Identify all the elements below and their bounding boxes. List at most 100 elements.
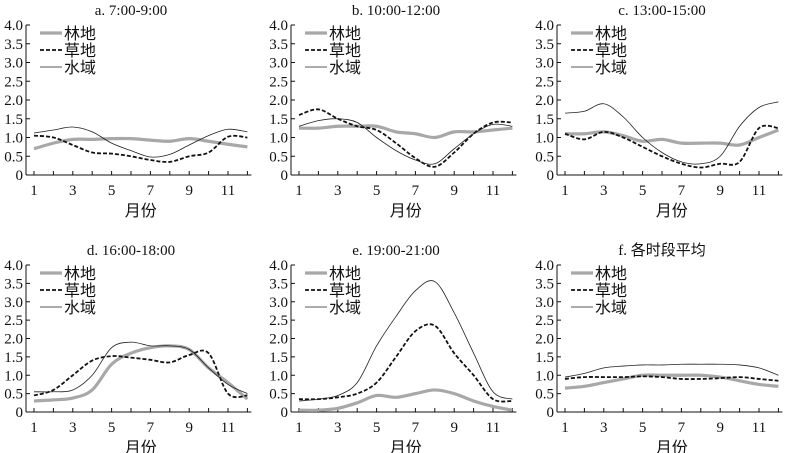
y-tick-label: 3.5 — [4, 276, 23, 292]
y-tick-label: 4.0 — [4, 258, 23, 274]
y-tick-label: 1.5 — [4, 350, 23, 366]
panel-title: a. 7:00-9:00 — [95, 3, 168, 19]
panel-c: c. 13:00-15:00 0 0.5 1.0 1.5 2.0 2.5 3.0 3.5 4.0 1… — [535, 3, 783, 220]
x-tick-label: 3 — [334, 183, 342, 199]
y-tick-label: 4.0 — [269, 18, 288, 34]
y-tick-label: 1.0 — [535, 131, 554, 147]
y-tick-label: 4.0 — [535, 18, 554, 34]
x-tick-label: 1 — [561, 183, 569, 199]
y-tick-label: 3.0 — [535, 56, 554, 72]
y-tick-label: 1.5 — [4, 112, 23, 128]
y-tick-label: 0.5 — [269, 149, 288, 165]
series-line-林地 — [564, 128, 779, 147]
y-tick-label: 1.5 — [535, 350, 554, 366]
series-line-草地 — [298, 108, 513, 168]
x-tick-label: 7 — [678, 183, 686, 199]
series-line-水域 — [33, 341, 248, 394]
x-tick-label: 5 — [108, 420, 116, 436]
legend-label: 水域 — [595, 298, 627, 317]
legend-label: 林地 — [595, 264, 627, 283]
x-tick-label: 11 — [486, 183, 500, 199]
y-tick-label: 2.0 — [4, 93, 23, 109]
x-tick-label: 5 — [108, 183, 116, 199]
series-line-草地 — [33, 134, 248, 163]
panel-title: d. 16:00-18:00 — [87, 243, 175, 259]
y-tick-label: 0 — [16, 168, 24, 184]
y-tick-label: 3.0 — [535, 295, 554, 311]
x-tick-label: 1 — [561, 420, 569, 436]
y-tick-label: 1.0 — [4, 368, 23, 384]
x-axis-label: 月份 — [390, 201, 422, 220]
panel-title: c. 13:00-15:00 — [618, 3, 706, 19]
x-tick-label: 3 — [600, 183, 608, 199]
y-tick-label: 4.0 — [535, 258, 554, 274]
y-tick-label: 0 — [281, 168, 289, 184]
x-tick-label: 5 — [373, 183, 381, 199]
y-tick-label: 0.5 — [535, 387, 554, 403]
series-line-林地 — [33, 136, 248, 151]
x-tick-label: 5 — [639, 183, 647, 199]
x-tick-label: 9 — [450, 420, 458, 436]
y-tick-label: 0.5 — [535, 149, 554, 165]
y-tick-label: 3.0 — [269, 295, 288, 311]
y-tick-label: 3.5 — [4, 37, 23, 53]
series-line-林地 — [33, 344, 249, 403]
y-tick-label: 3.5 — [269, 37, 288, 53]
x-tick-label: 5 — [639, 420, 647, 436]
x-tick-label: 9 — [716, 420, 724, 436]
legend-label: 草地 — [64, 41, 96, 60]
legend-label: 水域 — [329, 298, 361, 317]
y-tick-label: 0.5 — [269, 387, 288, 403]
x-tick-label: 9 — [450, 183, 458, 199]
x-tick-label: 11 — [752, 420, 766, 436]
y-tick-label: 2.5 — [535, 313, 554, 329]
series-line-水域 — [564, 363, 779, 378]
y-tick-label: 1.0 — [4, 131, 23, 147]
series-line-水域 — [564, 101, 779, 165]
y-tick-label: 3.5 — [535, 276, 554, 292]
y-tick-label: 2.5 — [269, 313, 288, 329]
x-axis-label: 月份 — [656, 438, 688, 453]
series-line-水域 — [33, 126, 248, 158]
legend-label: 草地 — [595, 281, 627, 300]
panel-e: e. 19:00-21:00 0 0.5 1.0 1.5 2.0 2.5 3.0 3.5 4.0 1… — [269, 243, 517, 453]
panel-a: a. 7:00-9:00 0 0.5 1.0 1.5 2.0 2.5 3.0 3.5 4.0 1 3 5… — [4, 3, 252, 220]
y-tick-label: 2.0 — [269, 332, 288, 348]
x-tick-label: 5 — [373, 420, 381, 436]
panel-f: f. 各时段平均 0 0.5 1.0 1.5 2.0 2.5 3.0 3.5 4.0 1 3 5 7 9 11… — [535, 242, 783, 453]
y-tick-label: 3.0 — [269, 56, 288, 72]
y-tick-label: 0.5 — [4, 149, 23, 165]
panel-d: d. 16:00-18:00 0 0.5 1.0 1.5 2.0 2.5 3.0 3.5 4.0 1… — [4, 243, 252, 453]
y-tick-label: 1.5 — [535, 112, 554, 128]
x-tick-label: 7 — [678, 420, 686, 436]
x-axis-label: 月份 — [125, 438, 157, 453]
y-tick-label: 4.0 — [269, 258, 288, 274]
legend-label: 水域 — [595, 58, 627, 77]
series-line-草地 — [33, 349, 248, 399]
x-tick-label: 9 — [716, 183, 724, 199]
y-tick-label: 3.5 — [535, 37, 554, 53]
x-tick-label: 3 — [334, 420, 342, 436]
y-tick-label: 3.0 — [4, 295, 23, 311]
x-tick-label: 1 — [295, 420, 303, 436]
legend-label: 林地 — [64, 264, 96, 283]
series-line-林地 — [564, 373, 779, 390]
series-line-草地 — [298, 323, 513, 403]
x-tick-label: 1 — [30, 420, 38, 436]
legend-label: 水域 — [64, 58, 96, 77]
x-tick-label: 11 — [486, 420, 500, 436]
legend-label: 林地 — [64, 24, 96, 43]
series-line-草地 — [564, 124, 779, 169]
y-tick-label: 1.0 — [269, 368, 288, 384]
x-tick-label: 11 — [221, 183, 235, 199]
panel-title: b. 10:00-12:00 — [352, 3, 440, 19]
y-tick-label: 2.0 — [535, 332, 554, 348]
y-tick-label: 2.5 — [269, 74, 288, 90]
x-tick-label: 1 — [30, 183, 38, 199]
series-line-水域 — [298, 280, 513, 402]
legend-label: 水域 — [329, 58, 361, 77]
y-tick-label: 2.5 — [4, 313, 23, 329]
legend-label: 草地 — [595, 41, 627, 60]
y-tick-label: 2.0 — [535, 93, 554, 109]
